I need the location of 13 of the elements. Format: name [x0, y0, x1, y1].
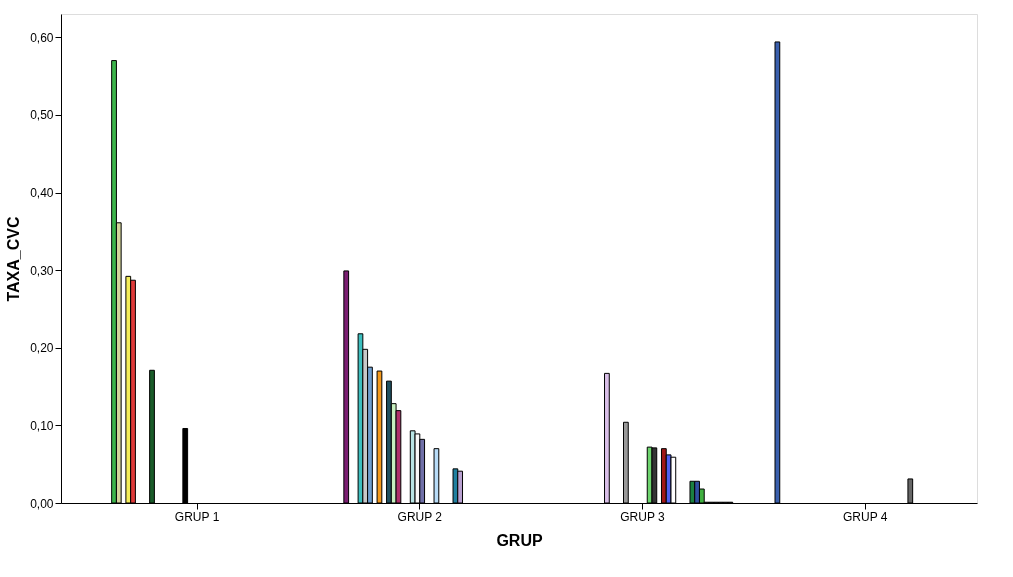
y-tick-label: 0,60 [30, 30, 54, 45]
y-tick-label: 0,00 [30, 496, 54, 511]
x-tick-label: GRUP 1 [174, 509, 220, 524]
x-tick-label: GRUP 3 [620, 509, 666, 524]
x-tick-label: GRUP 4 [842, 509, 888, 524]
y-tick-label: 0,20 [30, 341, 54, 356]
y-tick-label: 0,10 [30, 418, 54, 433]
y-tick-label: 0,50 [30, 108, 54, 123]
y-tick-label: 0,40 [30, 186, 54, 201]
y-axis-title: TAXA_CVC [5, 216, 23, 302]
y-tick-label: 0,30 [30, 263, 54, 278]
x-axis-title: GRUP [496, 531, 543, 549]
x-tick-label: GRUP 2 [397, 509, 443, 524]
